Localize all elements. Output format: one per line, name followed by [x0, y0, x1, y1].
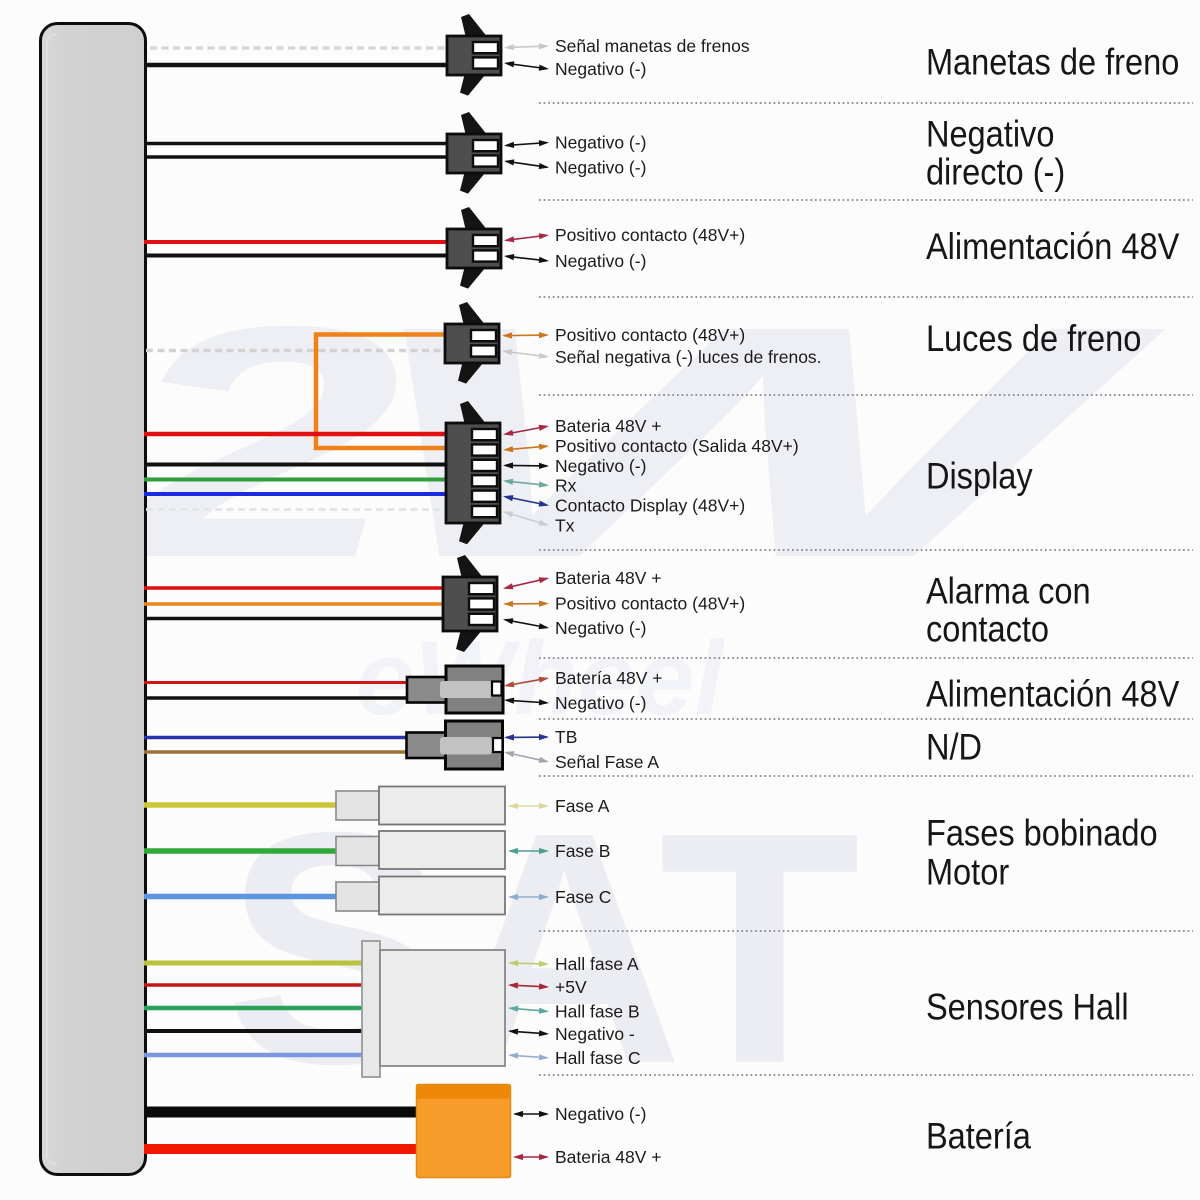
svg-text:Bateria 48V +: Bateria 48V + — [555, 416, 662, 436]
svg-text:Tx: Tx — [555, 516, 575, 536]
svg-text:Negativo (-): Negativo (-) — [555, 133, 646, 153]
svg-text:Negativo -: Negativo - — [555, 1024, 635, 1044]
svg-text:Motor: Motor — [926, 853, 1009, 893]
svg-text:Contacto Display (48V+): Contacto Display (48V+) — [555, 496, 745, 516]
svg-text:Luces de freno: Luces de freno — [926, 319, 1141, 359]
svg-text:Negativo (-): Negativo (-) — [555, 456, 646, 476]
svg-text:+5V: +5V — [555, 977, 587, 997]
svg-text:Fases bobinado: Fases bobinado — [926, 814, 1158, 854]
svg-text:2: 2 — [109, 258, 401, 627]
svg-text:Batería: Batería — [926, 1117, 1032, 1157]
svg-text:Hall fase B: Hall fase B — [555, 1002, 640, 1022]
svg-text:Bateria 48V +: Bateria 48V + — [555, 1147, 662, 1167]
svg-text:Fase B: Fase B — [555, 841, 610, 861]
svg-text:N/D: N/D — [926, 728, 982, 768]
svg-text:contacto: contacto — [926, 610, 1049, 650]
svg-text:Positivo contacto (48V+): Positivo contacto (48V+) — [555, 594, 745, 614]
svg-text:Negativo (-): Negativo (-) — [555, 158, 646, 178]
svg-text:Batería 48V +: Batería 48V + — [555, 668, 663, 688]
svg-text:Manetas de freno: Manetas de freno — [926, 43, 1179, 83]
svg-text:Señal Fase A: Señal Fase A — [555, 752, 659, 772]
svg-text:Alimentación 48V: Alimentación 48V — [926, 675, 1179, 715]
svg-text:Negativo (-): Negativo (-) — [555, 251, 646, 271]
svg-text:Negativo: Negativo — [926, 115, 1054, 155]
svg-text:Fase C: Fase C — [555, 887, 611, 907]
svg-text:SAT: SAT — [225, 763, 861, 1132]
svg-text:Alarma con: Alarma con — [926, 572, 1091, 612]
svg-text:Hall fase C: Hall fase C — [555, 1048, 641, 1068]
svg-text:Negativo (-): Negativo (-) — [555, 693, 646, 713]
svg-text:Display: Display — [926, 457, 1033, 497]
svg-text:Sensores Hall: Sensores Hall — [926, 988, 1129, 1028]
svg-text:Bateria 48V +: Bateria 48V + — [555, 568, 662, 588]
svg-text:Hall fase A: Hall fase A — [555, 954, 639, 974]
svg-text:Señal manetas de frenos: Señal manetas de frenos — [555, 36, 750, 56]
svg-text:Negativo (-): Negativo (-) — [555, 618, 646, 638]
svg-text:Positivo contacto (48V+): Positivo contacto (48V+) — [555, 325, 745, 345]
svg-text:Rx: Rx — [555, 476, 577, 496]
svg-text:Positivo contacto (48V+): Positivo contacto (48V+) — [555, 225, 745, 245]
svg-text:Positivo contacto (Salida 48V+: Positivo contacto (Salida 48V+) — [555, 436, 799, 456]
svg-text:TB: TB — [555, 727, 577, 747]
svg-text:Negativo (-): Negativo (-) — [555, 59, 646, 79]
svg-text:Alimentación 48V: Alimentación 48V — [926, 227, 1179, 267]
svg-text:directo (-): directo (-) — [926, 153, 1065, 193]
svg-text:Negativo (-): Negativo (-) — [555, 1104, 646, 1124]
svg-text:Señal negativa (-) luces de fr: Señal negativa (-) luces de frenos. — [555, 347, 822, 367]
svg-text:Fase A: Fase A — [555, 796, 610, 816]
